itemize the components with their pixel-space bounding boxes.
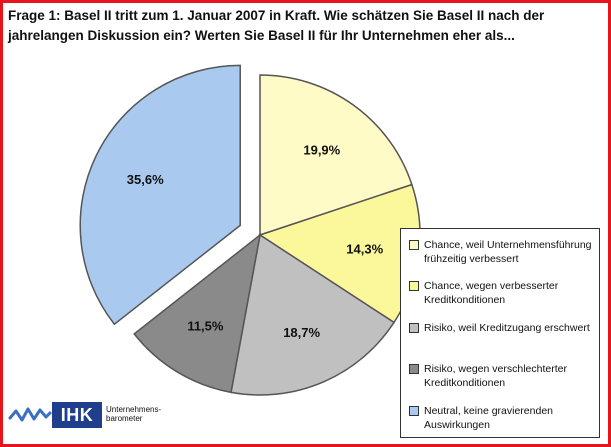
slice-value-label: 19,9%: [303, 142, 340, 157]
chart-title-line-1: Frage 1: Basel II tritt zum 1. Januar 20…: [8, 8, 545, 23]
legend-label: Risiko, weil Kreditzugang erschwert: [424, 322, 590, 334]
slice-value-label: 35,6%: [127, 172, 164, 187]
legend-label: Neutral, keine gravierenden Auswirkungen: [424, 405, 553, 431]
pie-slice: [259, 74, 413, 237]
legend-swatch: [409, 323, 419, 333]
legend-swatch: [409, 281, 419, 291]
pie-slice: [79, 64, 241, 326]
legend-item-risiko-kreditzugang: Risiko, weil Kreditzugang erschwert: [409, 321, 595, 335]
legend-swatch: [409, 240, 419, 250]
legend-label: Chance, wegen verbesserter Kreditkonditi…: [424, 280, 559, 306]
legend-swatch: [409, 364, 419, 374]
chart-title: Frage 1: Basel II tritt zum 1. Januar 20…: [8, 6, 598, 46]
legend-item-chance-unternehmensfuehrung: Chance, weil Unternehmensführung frühzei…: [409, 238, 595, 266]
barometer-wave-icon: [8, 407, 52, 422]
ihk-logo-subtitle: Unternehmens- barometer: [106, 405, 162, 423]
ihk-logo-wordmark: IHK: [52, 402, 102, 428]
pie-slice: [133, 233, 262, 394]
slice-value-label: 18,7%: [283, 325, 320, 340]
slice-value-label: 14,3%: [346, 242, 383, 257]
slice-value-label: 11,5%: [187, 318, 224, 333]
legend-item-chance-kreditkonditionen: Chance, wegen verbesserter Kreditkonditi…: [409, 279, 595, 307]
chart-legend: Chance, weil Unternehmensführung frühzei…: [400, 228, 600, 438]
legend-item-risiko-kreditkonditionen: Risiko, wegen verschlechterter Kreditkon…: [409, 362, 595, 390]
legend-label: Risiko, wegen verschlechterter Kreditkon…: [424, 363, 567, 389]
legend-label: Chance, weil Unternehmensführung frühzei…: [424, 239, 592, 265]
chart-title-line-2: jahrelangen Diskussion ein? Werten Sie B…: [8, 28, 515, 43]
legend-swatch: [409, 406, 419, 416]
legend-item-neutral: Neutral, keine gravierenden Auswirkungen: [409, 404, 595, 432]
ihk-logo: IHK Unternehmens- barometer: [8, 400, 178, 432]
pie-slice: [230, 233, 396, 396]
